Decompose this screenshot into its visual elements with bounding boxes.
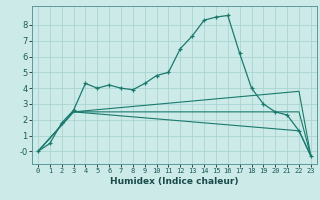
X-axis label: Humidex (Indice chaleur): Humidex (Indice chaleur) [110, 177, 239, 186]
